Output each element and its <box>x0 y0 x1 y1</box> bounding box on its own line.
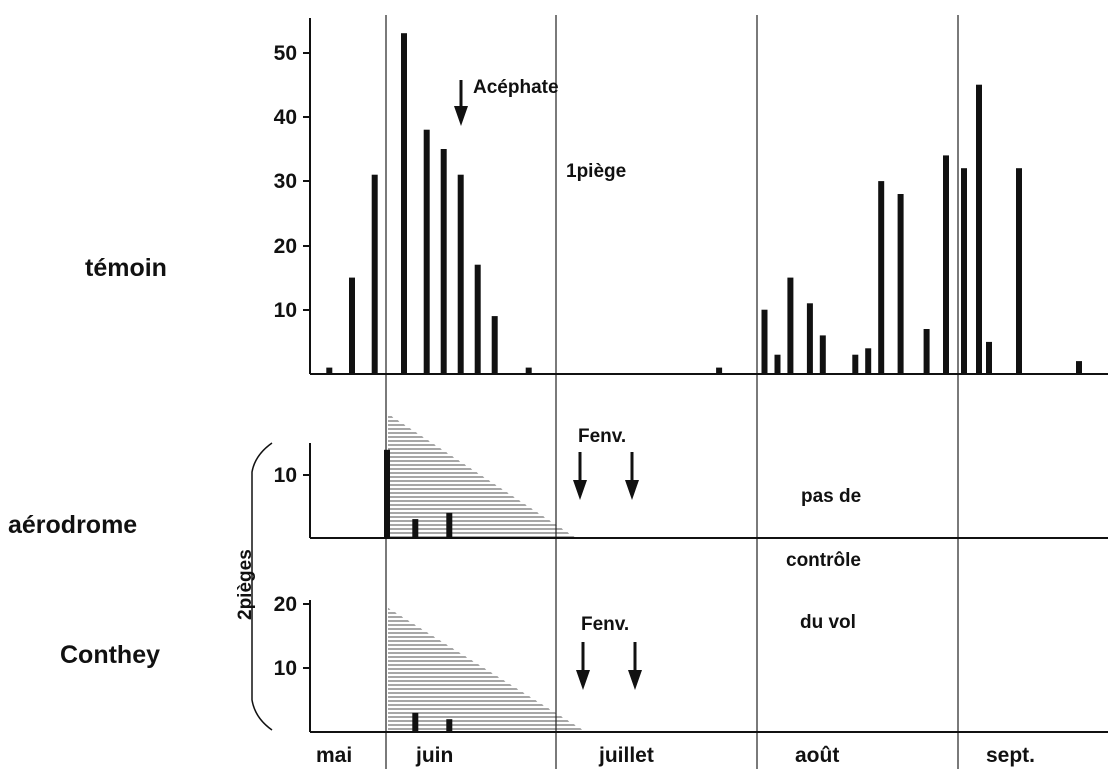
month-label-sept: sept. <box>986 744 1035 767</box>
two-traps-label: 2pièges <box>235 549 256 620</box>
témoin-bar <box>806 303 813 374</box>
temoin-tick-label: 10 <box>274 299 297 322</box>
témoin-bar <box>852 354 859 374</box>
témoin-bar <box>491 316 498 374</box>
panel-conthey: 10 20 Conthey Fenv. <box>60 593 1108 733</box>
aerodrome-row-label: aérodrome <box>8 511 137 539</box>
temoin-ticks: 10 20 30 40 50 <box>274 42 310 322</box>
month-label-mai: mai <box>316 744 352 767</box>
month-label-aout: août <box>795 744 839 767</box>
temoin-row-label: témoin <box>85 254 167 282</box>
témoin-bar <box>716 367 723 374</box>
témoin-bar <box>761 309 768 374</box>
témoin-bar <box>349 277 355 374</box>
no-control-text-line3: du vol <box>800 612 856 633</box>
témoin-bar <box>371 174 378 374</box>
aérodrome-bar <box>446 512 453 538</box>
temoin-bars <box>326 33 1082 374</box>
témoin-bar <box>878 181 885 374</box>
témoin-bar <box>774 354 781 374</box>
conthey-bars <box>412 712 453 732</box>
témoin-bar <box>440 149 447 374</box>
Conthey-bar <box>446 719 453 732</box>
panel-aerodrome: 10 aérodrome Fenv. <box>8 414 1108 539</box>
temoin-tick-label: 50 <box>274 42 297 65</box>
aerodrome-tick-label: 10 <box>274 464 297 487</box>
panel-temoin: 10 20 30 40 50 témoin 1piège Acéphate <box>85 18 1108 375</box>
témoin-bar <box>976 84 982 374</box>
témoin-bar <box>474 264 481 374</box>
témoin-bar <box>525 367 532 374</box>
témoin-bar <box>326 367 333 374</box>
conthey-row-label: Conthey <box>60 641 160 669</box>
témoin-bar <box>423 129 430 374</box>
fenv-arrow-icon <box>628 642 642 690</box>
témoin-bar <box>787 277 794 374</box>
aérodrome-bar <box>412 519 419 538</box>
témoin-bar <box>961 168 967 374</box>
témoin-bar <box>897 194 904 374</box>
conthey-hatched-area <box>388 608 586 732</box>
fenv-arrow-icon <box>573 452 587 500</box>
fenv-arrow-icon <box>576 642 590 690</box>
témoin-bar <box>1076 361 1082 374</box>
acephate-annotation: Acéphate <box>473 77 559 98</box>
aérodrome-bar <box>384 449 390 538</box>
no-control-text-line2: contrôle <box>786 550 861 571</box>
temoin-tick-label: 30 <box>274 170 297 193</box>
témoin-bar <box>986 341 992 374</box>
acephate-arrow-icon <box>454 80 468 126</box>
témoin-bar <box>819 335 826 374</box>
témoin-bar <box>1016 168 1022 374</box>
fenv-annotation-top: Fenv. <box>578 426 626 447</box>
aerodrome-hatched-area <box>388 414 576 538</box>
fenv-annotation-bottom: Fenv. <box>581 614 629 635</box>
temoin-tick-label: 20 <box>274 235 297 258</box>
one-trap-note: 1piège <box>566 161 626 182</box>
month-label-juin: juin <box>415 744 453 767</box>
témoin-bar <box>457 174 464 374</box>
témoin-bar <box>923 329 930 374</box>
Conthey-bar <box>412 712 419 732</box>
aerodrome-bars <box>384 449 453 538</box>
témoin-bar <box>401 33 407 374</box>
conthey-tick-label: 20 <box>274 593 297 616</box>
témoin-bar <box>943 155 949 374</box>
two-traps-bracket <box>251 442 273 731</box>
conthey-tick-label: 10 <box>274 657 297 680</box>
fenv-arrow-icon <box>625 452 639 500</box>
témoin-bar <box>865 348 872 374</box>
month-label-juillet: juillet <box>598 744 654 767</box>
temoin-tick-label: 40 <box>274 106 297 129</box>
no-control-text-line1: pas de <box>801 486 861 507</box>
